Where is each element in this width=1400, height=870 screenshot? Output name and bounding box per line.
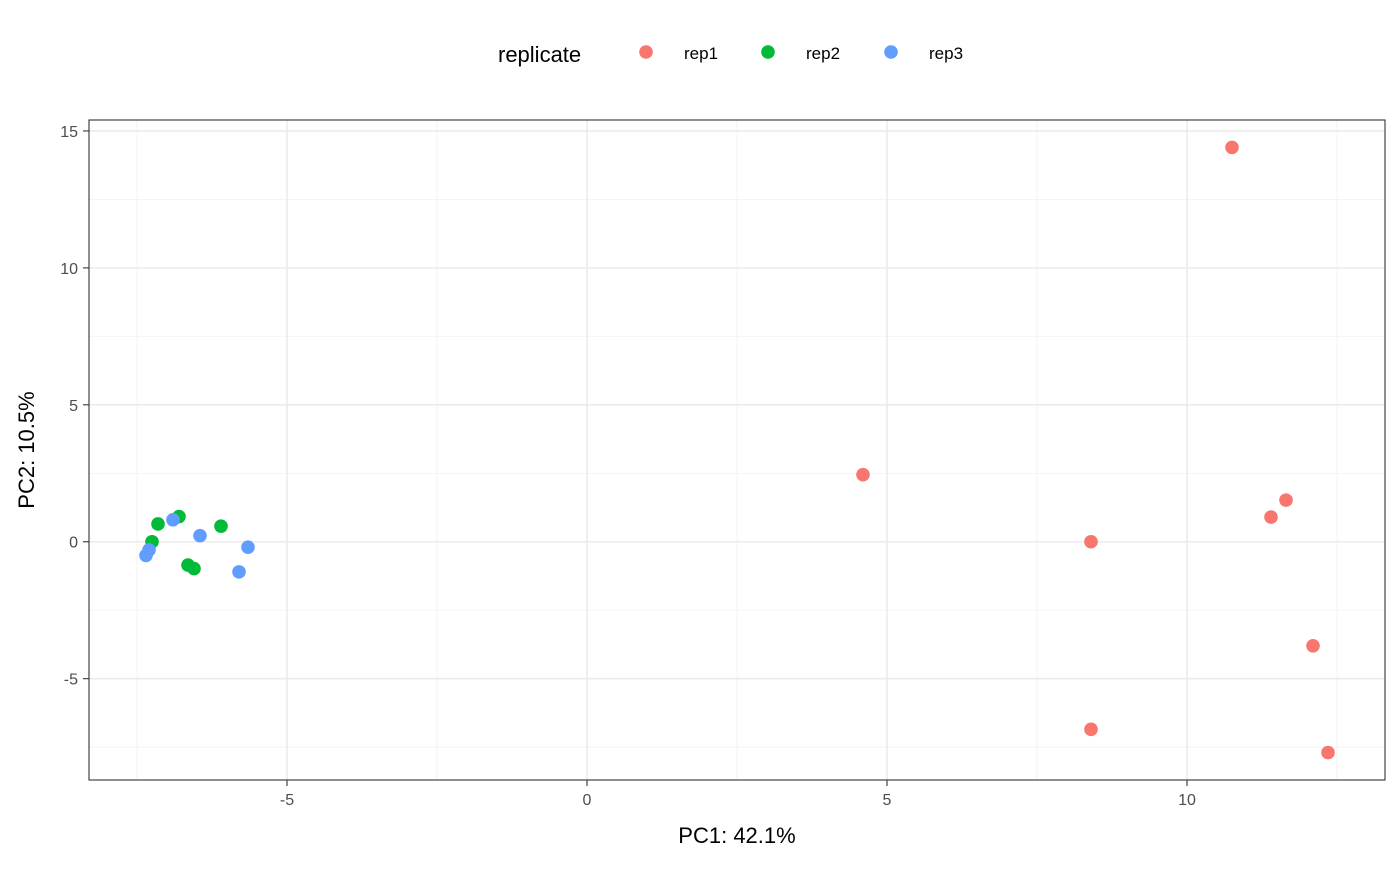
point-rep2 [214, 519, 228, 533]
point-rep1 [1084, 722, 1098, 737]
x-tick-label: -5 [280, 792, 294, 809]
point-rep1 [1225, 140, 1239, 155]
legend-key-rep1 [639, 45, 653, 59]
grid-minor-lines [89, 120, 1385, 780]
point-rep1 [1321, 745, 1335, 760]
x-axis-title: PC1: 42.1% [678, 823, 795, 848]
legend-title: replicate [498, 42, 581, 67]
point-rep3 [139, 548, 153, 563]
grid-major-lines [89, 120, 1385, 780]
legend-label-rep1: rep1 [684, 44, 718, 63]
y-tick-label: 10 [60, 261, 78, 278]
point-rep2 [151, 517, 165, 531]
y-axis-title: PC2: 10.5% [14, 391, 39, 508]
point-rep3 [241, 540, 255, 555]
x-tick-label: 5 [883, 792, 892, 809]
point-rep1 [1084, 534, 1098, 549]
y-tick-label: -5 [64, 672, 78, 689]
x-tick-label: 0 [583, 792, 592, 809]
legend-label-rep2: rep2 [806, 44, 840, 63]
x-axis: -5 0 5 10 [280, 780, 1196, 809]
point-rep1 [1279, 493, 1293, 507]
point-rep3 [193, 528, 207, 543]
point-rep1 [1264, 510, 1278, 524]
legend-items: rep1 rep2 rep3 [639, 44, 963, 63]
y-tick-label: 5 [69, 398, 78, 415]
legend: replicate rep1 rep2 rep3 [498, 42, 963, 67]
legend-key-rep2 [761, 45, 775, 59]
data-points [139, 140, 1335, 760]
point-rep1 [856, 467, 870, 482]
point-rep3 [232, 565, 246, 579]
y-axis: -5 0 5 10 15 [60, 124, 89, 689]
x-tick-label: 10 [1178, 792, 1196, 809]
y-tick-label: 15 [60, 124, 78, 141]
point-rep2 [187, 561, 201, 576]
y-tick-label: 0 [69, 535, 78, 552]
legend-label-rep3: rep3 [929, 44, 963, 63]
panel-border [88, 119, 1386, 781]
legend-key-rep3 [884, 45, 898, 59]
point-rep3 [166, 513, 180, 527]
point-rep1 [1306, 639, 1320, 653]
